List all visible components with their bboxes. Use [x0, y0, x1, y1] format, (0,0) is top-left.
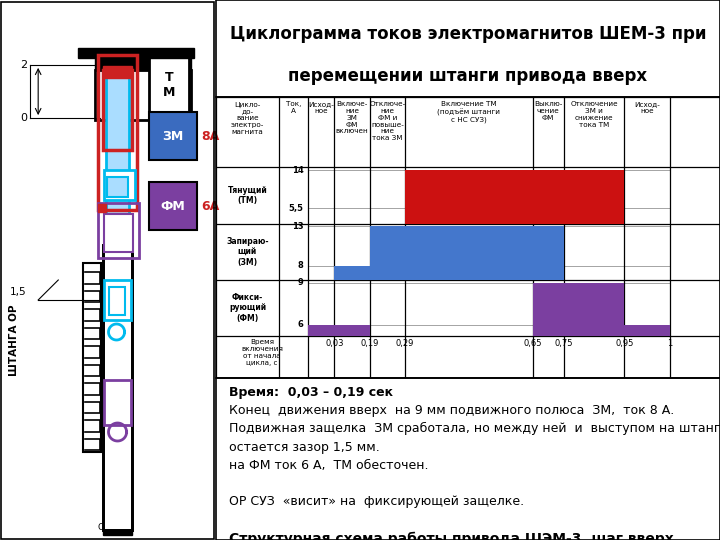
- Text: Конец  движения вверх  на 9 мм подвижного полюса  ЗМ,  ток 8 А.: Конец движения вверх на 9 мм подвижного …: [229, 404, 674, 417]
- Text: 0,19: 0,19: [361, 339, 379, 348]
- Text: 0,65: 0,65: [523, 339, 541, 348]
- Text: Цикло-
до-
вание
электро-
магнита: Цикло- до- вание электро- магнита: [231, 102, 264, 134]
- Bar: [104, 525, 132, 535]
- Text: 5,5: 5,5: [289, 204, 304, 213]
- Text: Структурная схема работы привода ШЭМ-3, шаг вверх: Структурная схема работы привода ШЭМ-3, …: [229, 531, 673, 540]
- Bar: [149, 112, 197, 160]
- Text: ФМ: ФМ: [161, 199, 185, 213]
- Text: Исход-
ное: Исход- ное: [634, 102, 660, 114]
- Bar: [104, 280, 130, 320]
- Text: 14: 14: [292, 166, 304, 175]
- Bar: [405, 208, 624, 224]
- Bar: [370, 226, 564, 266]
- Bar: [149, 52, 189, 118]
- Bar: [104, 70, 132, 150]
- Text: Исход-
ное: Исход- ное: [308, 102, 334, 114]
- Text: 9: 9: [298, 278, 304, 287]
- Text: 6А: 6А: [201, 199, 219, 213]
- Text: на ФМ ток 6 А,  ТМ обесточен.: на ФМ ток 6 А, ТМ обесточен.: [229, 458, 428, 471]
- Bar: [533, 282, 624, 336]
- Bar: [334, 266, 564, 280]
- Text: Время:  0,03 – 0,19 сек: Время: 0,03 – 0,19 сек: [229, 386, 392, 399]
- Text: Включение ТМ
(подъём штанги
с НС СУЗ): Включение ТМ (подъём штанги с НС СУЗ): [437, 102, 500, 123]
- Bar: [109, 287, 125, 315]
- Text: перемещении штанги привода вверх: перемещении штанги привода вверх: [289, 67, 647, 85]
- Bar: [107, 177, 127, 197]
- Text: ШТАНГА ОР: ШТАНГА ОР: [9, 304, 19, 376]
- Text: Подвижная защелка  ЗМ сработала, но между ней  и  выступом на штанге: Подвижная защелка ЗМ сработала, но между…: [229, 422, 720, 435]
- Text: 0,03: 0,03: [325, 339, 343, 348]
- Bar: [216, 97, 720, 378]
- Text: 0,95: 0,95: [615, 339, 634, 348]
- Text: Запираю-
щий
(ЗМ): Запираю- щий (ЗМ): [226, 237, 269, 267]
- Text: Время
включения
от начала
цикла, с: Время включения от начала цикла, с: [241, 339, 283, 366]
- Text: 0: 0: [21, 113, 27, 123]
- Text: 0,29: 0,29: [396, 339, 414, 348]
- Bar: [104, 214, 132, 252]
- Bar: [78, 48, 194, 58]
- Text: остается зазор 1,5 мм.: остается зазор 1,5 мм.: [229, 441, 379, 454]
- Text: 6: 6: [298, 320, 304, 329]
- Bar: [104, 380, 130, 425]
- Text: 8А: 8А: [201, 130, 219, 143]
- Text: 1,5: 1,5: [10, 287, 27, 297]
- Text: 2: 2: [21, 60, 27, 70]
- Bar: [99, 55, 137, 210]
- Bar: [99, 204, 107, 212]
- Bar: [104, 245, 132, 530]
- Text: Т
М: Т М: [163, 71, 175, 99]
- Text: Включе-
ние
ЗМ
ФМ
включен: Включе- ние ЗМ ФМ включен: [336, 102, 369, 134]
- Bar: [624, 325, 670, 336]
- Text: Отключе-
ние
ФМ и
повыше-
ние
тока ЗМ: Отключе- ние ФМ и повыше- ние тока ЗМ: [369, 102, 405, 141]
- Text: Циклограмма токов электромагнитов ШЕМ-3 при: Циклограмма токов электромагнитов ШЕМ-3 …: [230, 25, 706, 43]
- Text: ЗМ: ЗМ: [162, 130, 184, 143]
- Text: Тянущий
(ТМ): Тянущий (ТМ): [228, 186, 267, 205]
- Bar: [107, 70, 129, 245]
- Text: 8: 8: [298, 261, 304, 270]
- Text: С: С: [97, 523, 104, 532]
- Text: 0,75: 0,75: [554, 339, 573, 348]
- Bar: [84, 263, 102, 452]
- Bar: [149, 182, 197, 230]
- Text: Ток,
А: Ток, А: [286, 102, 301, 114]
- Text: Фикси-
рующий
(ФМ): Фикси- рующий (ФМ): [229, 293, 266, 323]
- Text: Отключение
ЗМ и
снижение
тока ТМ: Отключение ЗМ и снижение тока ТМ: [570, 102, 618, 127]
- Bar: [405, 170, 564, 208]
- Text: ОР СУЗ  «висит» на  фиксирующей защелке.: ОР СУЗ «висит» на фиксирующей защелке.: [229, 495, 523, 508]
- Bar: [104, 170, 135, 200]
- Bar: [96, 70, 191, 120]
- Text: 1: 1: [667, 339, 672, 348]
- Bar: [104, 245, 132, 530]
- Bar: [99, 203, 139, 258]
- Bar: [104, 66, 132, 78]
- Bar: [307, 325, 370, 336]
- Bar: [564, 170, 624, 208]
- Bar: [96, 55, 191, 70]
- Text: Выклю-
чение
ФМ: Выклю- чение ФМ: [534, 102, 562, 121]
- Text: 13: 13: [292, 222, 304, 231]
